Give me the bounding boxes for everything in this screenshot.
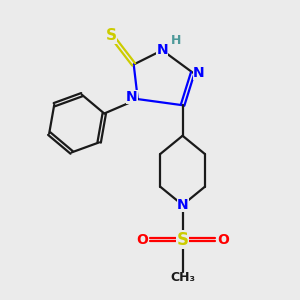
- Text: N: N: [156, 43, 168, 57]
- Text: N: N: [126, 90, 137, 104]
- Text: S: S: [177, 231, 189, 249]
- Text: O: O: [218, 232, 229, 247]
- Text: O: O: [136, 232, 148, 247]
- Text: N: N: [177, 198, 188, 212]
- Text: CH₃: CH₃: [170, 271, 195, 284]
- Text: H: H: [171, 34, 182, 46]
- Text: N: N: [193, 66, 205, 80]
- Text: S: S: [106, 28, 117, 44]
